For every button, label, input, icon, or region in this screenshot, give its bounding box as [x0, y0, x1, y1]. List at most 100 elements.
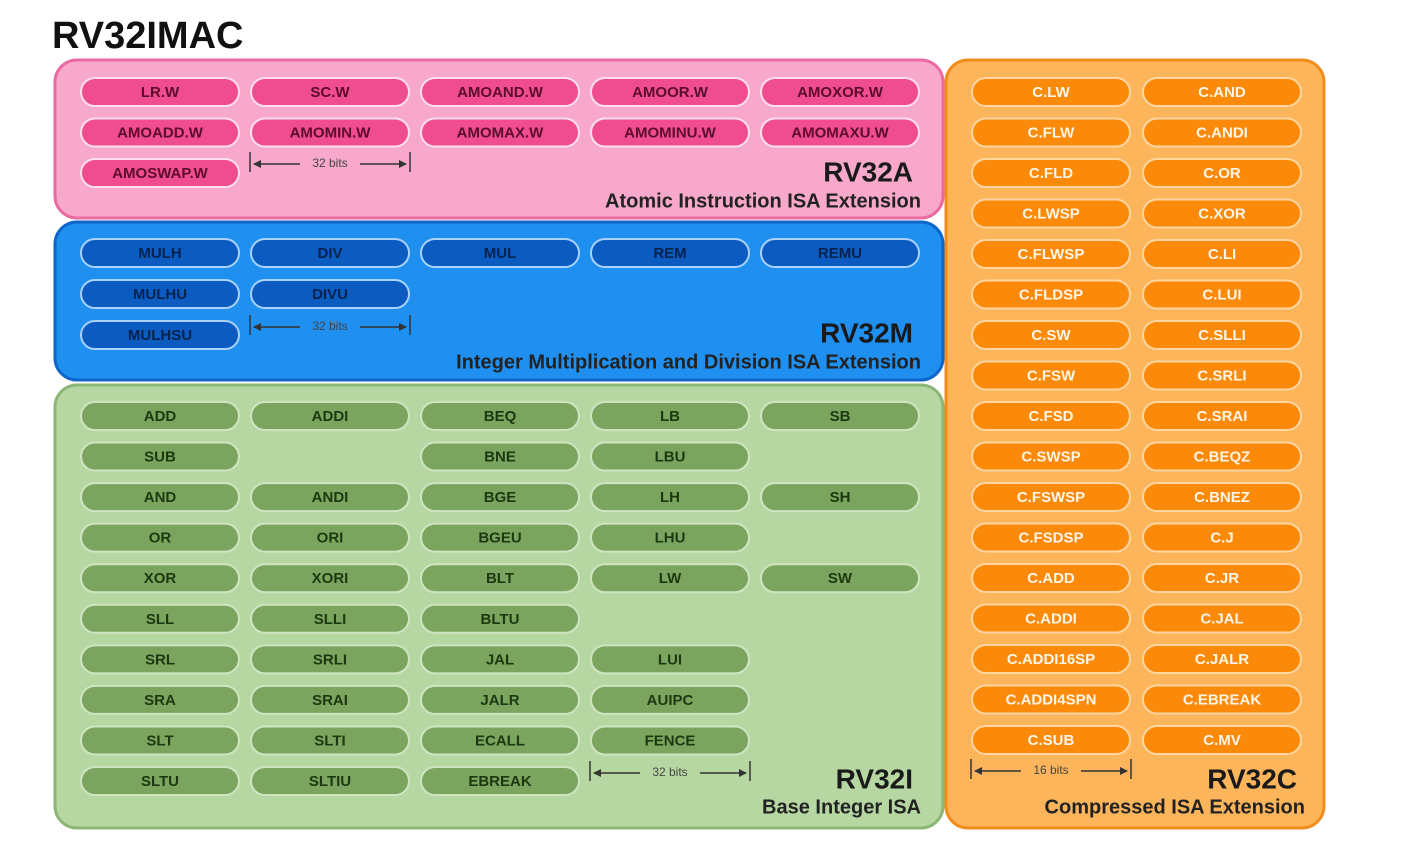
instruction-label: C.SW [1031, 327, 1071, 344]
instruction-pill [420, 725, 580, 756]
instruction-pill [590, 563, 750, 594]
instruction-label: ANDI [312, 489, 349, 506]
instruction-label: MULH [138, 245, 181, 262]
instruction-pill [1142, 360, 1302, 391]
instruction-label: LB [660, 408, 680, 425]
instruction-label: C.SRAI [1197, 408, 1248, 425]
instruction-label: C.JR [1205, 570, 1239, 587]
instruction-label: SB [830, 408, 851, 425]
instruction-label: SLL [146, 611, 174, 628]
instruction-pill [1142, 239, 1302, 269]
instruction-label: C.EBREAK [1183, 691, 1262, 708]
instruction-label: C.J [1210, 529, 1233, 546]
instruction-pill [1142, 401, 1302, 431]
instruction-pill [971, 401, 1131, 431]
instruction-pill [420, 684, 580, 715]
title: RV32IMAC [52, 15, 243, 57]
instruction-pill [971, 158, 1131, 188]
instruction-pill [1142, 482, 1302, 512]
panel-description: Base Integer ISA [762, 796, 921, 818]
instruction-pill [590, 401, 750, 431]
panel-name: RV32C [1207, 763, 1297, 794]
instruction-pill [590, 522, 750, 553]
instruction-pill [250, 238, 410, 268]
instruction-label: ORI [317, 530, 344, 547]
instruction-label: AMOAND.W [457, 84, 544, 101]
instruction-pill [80, 603, 240, 634]
instruction-pill [80, 563, 240, 594]
instruction-label: SRAI [312, 692, 348, 709]
instruction-pill [420, 563, 580, 594]
instruction-label: C.FLD [1029, 165, 1073, 182]
instruction-label: SRL [145, 651, 175, 668]
instruction-pill [420, 644, 580, 675]
instruction-label: C.FSDSP [1018, 529, 1083, 546]
instruction-label: C.ANDI [1196, 124, 1248, 141]
instruction-label: C.LWSP [1022, 205, 1080, 222]
instruction-pill [760, 238, 920, 268]
instruction-label: DIV [317, 245, 342, 262]
instruction-pill [971, 725, 1131, 755]
instruction-pill [1142, 563, 1302, 593]
instruction-label: C.BEQZ [1194, 448, 1251, 465]
instruction-pill [971, 644, 1131, 674]
instruction-label: C.BNEZ [1194, 489, 1250, 506]
instruction-pill [590, 644, 750, 675]
instruction-pill [80, 482, 240, 513]
instruction-label: SLTI [314, 732, 345, 749]
instruction-pill [1142, 522, 1302, 553]
instruction-pill [1142, 441, 1302, 472]
instruction-pill [420, 77, 580, 107]
instruction-label: AND [144, 489, 177, 506]
instruction-label: SH [830, 489, 851, 506]
instruction-pill [1142, 684, 1302, 715]
instruction-label: C.JAL [1200, 610, 1243, 627]
instruction-label: BEQ [484, 408, 517, 425]
instruction-pill [80, 725, 240, 756]
instruction-label: C.XOR [1198, 205, 1246, 222]
instruction-pill [971, 77, 1131, 107]
instruction-label: LR.W [141, 84, 180, 101]
width-label: 16 bits [1033, 763, 1068, 777]
instruction-label: C.LI [1208, 246, 1236, 263]
instruction-label: SUB [144, 449, 176, 466]
instruction-label: AMOSWAP.W [112, 165, 208, 182]
instruction-pill [971, 441, 1131, 472]
instruction-pill [971, 360, 1131, 391]
panel-name: RV32A [823, 156, 913, 187]
instruction-label: C.FSD [1029, 408, 1074, 425]
instruction-label: DIVU [312, 286, 348, 303]
instruction-label: C.AND [1198, 84, 1246, 101]
instruction-label: XOR [144, 570, 177, 587]
instruction-pill [80, 77, 240, 107]
instruction-pill [971, 603, 1131, 634]
instruction-label: SW [828, 570, 853, 587]
instruction-label: LBU [655, 449, 686, 466]
instruction-label: LH [660, 489, 680, 506]
instruction-pill [1142, 279, 1302, 310]
instruction-label: LUI [658, 651, 682, 668]
instruction-label: MUL [484, 245, 517, 262]
instruction-label: C.OR [1203, 165, 1241, 182]
instruction-label: EBREAK [468, 773, 532, 790]
instruction-pill [250, 603, 410, 634]
instruction-pill [80, 684, 240, 715]
instruction-pill [971, 482, 1131, 512]
instruction-pill [760, 401, 920, 431]
instruction-label: AMOMAX.W [457, 124, 544, 141]
instruction-pill [760, 482, 920, 513]
panel-description: Atomic Instruction ISA Extension [605, 190, 921, 212]
instruction-pill [971, 198, 1131, 229]
instruction-pill [420, 522, 580, 553]
instruction-pill [971, 563, 1131, 593]
instruction-pill [80, 320, 240, 350]
panel-name: RV32I [836, 763, 913, 794]
instruction-pill [590, 117, 750, 148]
instruction-label: AMOXOR.W [797, 84, 884, 101]
instruction-pill [971, 239, 1131, 269]
instruction-pill [420, 766, 580, 797]
instruction-label: AMOOR.W [632, 84, 709, 101]
instruction-label: SLTIU [309, 773, 351, 790]
instruction-label: C.LUI [1202, 286, 1241, 303]
instruction-label: AMOMINU.W [624, 124, 716, 141]
